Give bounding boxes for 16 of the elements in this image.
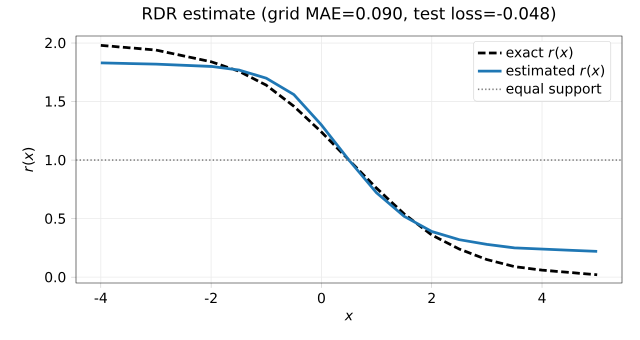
y-tick-label: 0.0 <box>45 272 66 282</box>
y-tick-label: 1.5 <box>46 96 66 107</box>
y-axis-title: r(x) <box>22 148 35 172</box>
x-tick-label: -4 <box>94 292 107 303</box>
x-tick-label: -2 <box>204 292 217 303</box>
x-tick-label: 4 <box>538 292 546 303</box>
y-tick-label: 1.0 <box>46 154 66 166</box>
x-tick-label: 2 <box>428 292 435 303</box>
y-tick-label: 0.5 <box>45 213 66 224</box>
x-axis-title: x <box>344 312 354 320</box>
legend-label: exact r(x) <box>506 46 572 60</box>
y-tick-label: 2.0 <box>45 38 66 48</box>
legend-label: equal support <box>506 82 602 96</box>
chart-title: RDR estimate (grid MAE=0.090, test loss=-0.048) <box>143 6 556 23</box>
legend-label: estimated r(x) <box>506 64 604 78</box>
x-tick-label: 0 <box>318 292 325 304</box>
